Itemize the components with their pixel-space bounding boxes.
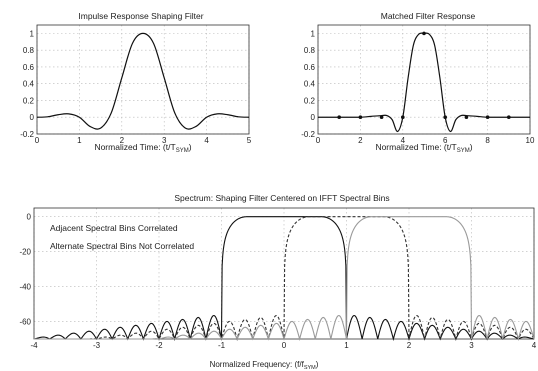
y-tick-label: 0.2 (304, 96, 316, 105)
sample-point (337, 115, 342, 120)
x-tick-label: 3 (469, 341, 474, 350)
y-tick-label: 0.4 (23, 80, 35, 89)
y-tick-label: 1 (30, 29, 35, 38)
x-tick-label: -4 (30, 341, 38, 350)
y-tick-label: 0.2 (23, 96, 35, 105)
plot-frame (36, 24, 250, 135)
x-tick-label: 1 (77, 136, 82, 145)
x-axis-label: Normalized Time: (t/TSYM) (375, 142, 472, 154)
plot-frame (317, 24, 531, 135)
x-tick-label: 8 (485, 136, 490, 145)
series-line (36, 32, 250, 130)
x-tick-label: 3 (162, 136, 167, 145)
spectrum-chart: Spectrum: Shaping Filter Centered on IFF… (19, 193, 536, 371)
sample-point (379, 115, 384, 120)
y-tick-label: -60 (19, 318, 31, 327)
impulse-response-chart: Impulse Response Shaping Filter 0 1 2 3 4 5 -0… (20, 11, 252, 154)
x-axis-label: Normalized Frequency: (f/fSYM) (210, 360, 319, 371)
x-tick-label: 6 (443, 136, 448, 145)
x-tick-label: 0 (35, 136, 40, 145)
annotation-correlated: Adjacent Spectral Bins Correlated (50, 223, 178, 233)
chart-title: Matched Filter Response (381, 11, 476, 21)
series-line (318, 32, 530, 133)
y-tick-label: 0.4 (304, 80, 316, 89)
y-tick-label: -0.2 (301, 130, 315, 139)
y-tick-label: 0.8 (304, 46, 316, 55)
x-tick-label: 4 (204, 136, 209, 145)
sample-point (422, 31, 426, 36)
x-tick-label: 0 (282, 341, 287, 350)
sample-point (507, 115, 511, 120)
x-tick-label: 0 (316, 136, 321, 145)
y-tick-label: 0 (30, 113, 35, 122)
chart-title: Impulse Response Shaping Filter (78, 11, 203, 21)
spectrum-curve-bin-1 (34, 216, 535, 342)
x-tick-label: -3 (93, 341, 101, 350)
sample-point (485, 115, 490, 120)
x-tick-label: 2 (407, 341, 412, 350)
matched-filter-chart: Matched Filter Response 0 2 4 6 8 10-0.200.20… (301, 11, 535, 154)
spectrum-curve-bin-2 (34, 216, 535, 342)
y-tick-label: -40 (19, 283, 31, 292)
x-tick-label: 5 (247, 136, 252, 145)
y-tick-label: -20 (19, 248, 31, 257)
y-tick-label: 0.6 (23, 63, 35, 72)
sample-point (464, 115, 469, 120)
sample-point (358, 115, 363, 120)
spectrum-curve-bin-0 (33, 216, 535, 342)
sample-point (443, 115, 448, 120)
y-tick-label: 0 (311, 113, 316, 122)
x-tick-label: 10 (526, 136, 535, 145)
x-tick-label: -2 (155, 341, 163, 350)
x-tick-label: 4 (532, 341, 537, 350)
sample-point (401, 115, 405, 120)
y-tick-label: 0.6 (304, 63, 316, 72)
y-tick-label: 0 (27, 213, 32, 222)
y-tick-label: 0.8 (23, 46, 35, 55)
y-tick-label: -0.2 (20, 130, 34, 139)
x-tick-label: 1 (344, 341, 349, 350)
x-tick-label: 2 (120, 136, 125, 145)
x-axis-label: Normalized Time: (t/TSYM) (94, 142, 191, 154)
annotation-not-correlated: Alternate Spectral Bins Not Correlated (50, 241, 194, 251)
y-tick-label: 1 (311, 29, 316, 38)
x-tick-label: -1 (218, 341, 226, 350)
x-tick-label: 4 (401, 136, 406, 145)
x-tick-label: 2 (358, 136, 363, 145)
chart-title: Spectrum: Shaping Filter Centered on IFF… (174, 193, 389, 203)
